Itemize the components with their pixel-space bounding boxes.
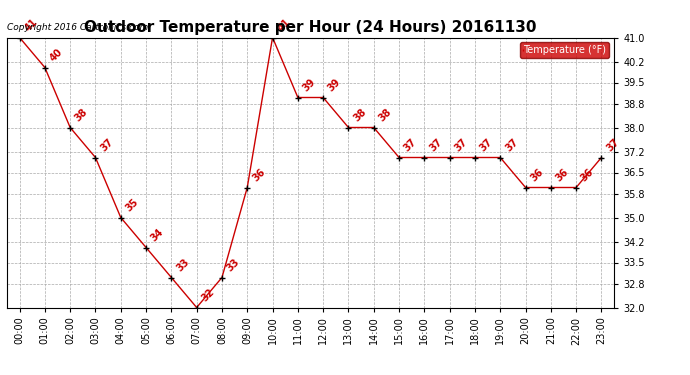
Text: 40: 40 (48, 46, 64, 63)
Text: 37: 37 (99, 136, 115, 153)
Text: 37: 37 (427, 136, 444, 153)
Text: 38: 38 (351, 106, 368, 123)
Text: 36: 36 (579, 166, 595, 183)
Text: 32: 32 (199, 286, 216, 303)
Text: Copyright 2016 Cartronics.com: Copyright 2016 Cartronics.com (7, 23, 148, 32)
Text: 33: 33 (225, 256, 241, 273)
Text: 33: 33 (175, 256, 191, 273)
Text: 37: 37 (402, 136, 419, 153)
Text: 36: 36 (529, 166, 545, 183)
Text: 37: 37 (604, 136, 621, 153)
Text: 39: 39 (326, 76, 343, 93)
Text: 36: 36 (250, 166, 267, 183)
Text: 41: 41 (23, 16, 39, 33)
Text: 36: 36 (554, 166, 571, 183)
Text: 39: 39 (301, 76, 317, 93)
Legend: Temperature (°F): Temperature (°F) (520, 42, 609, 58)
Text: 38: 38 (377, 106, 393, 123)
Text: 37: 37 (478, 136, 495, 153)
Text: 41: 41 (275, 16, 292, 33)
Text: 37: 37 (503, 136, 520, 153)
Text: 34: 34 (149, 226, 166, 243)
Text: 37: 37 (453, 136, 469, 153)
Text: 35: 35 (124, 196, 140, 213)
Text: 38: 38 (73, 106, 90, 123)
Title: Outdoor Temperature per Hour (24 Hours) 20161130: Outdoor Temperature per Hour (24 Hours) … (84, 20, 537, 35)
